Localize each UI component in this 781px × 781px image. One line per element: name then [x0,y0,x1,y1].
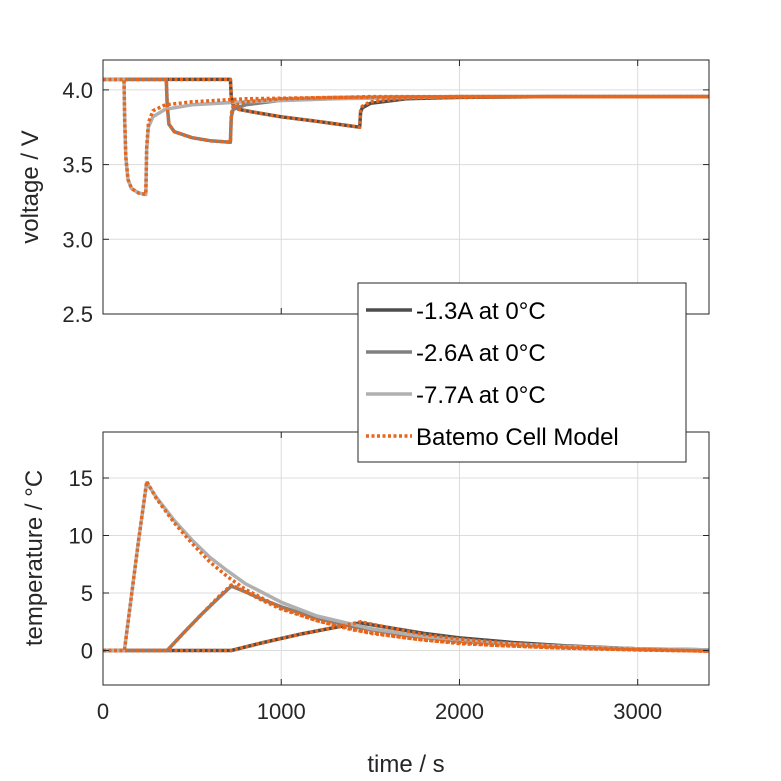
series-line-3 [103,479,709,653]
series-line-1 [103,77,709,144]
y-axis-label: temperature / °C [21,470,48,646]
y-tick-label: 3.5 [62,153,93,178]
x-tick-label: 3000 [613,699,662,724]
y-tick-label: 4.0 [62,78,93,103]
legend-label-2: -7.7A at 0°C [416,382,546,409]
y-tick-label: 5 [81,581,93,606]
x-axis-label: time / s [367,751,444,778]
temperature-plot: 0 1000 2000 3000 0 5 10 15 temperature / °C time … [21,431,710,778]
series-line-1 [103,584,709,653]
series-line-4 [103,583,709,653]
legend-label-1: -2.6A at 0°C [416,340,546,367]
series-line-3 [103,77,709,197]
series-line-4 [103,77,709,144]
x-tick-label: 1000 [257,699,306,724]
x-tick-label: 0 [97,699,109,724]
legend-label-3: Batemo Cell Model [416,424,619,451]
series-line-5 [103,620,709,653]
y-tick-label: 2.5 [62,302,93,327]
x-tick-label: 2000 [435,699,484,724]
voltage-plot: 2.5 3.0 3.5 4.0 voltage / V [17,59,710,327]
legend: -1.3A at 0°C -2.6A at 0°C -7.7A at 0°C Bate… [357,282,687,463]
y-tick-label: 10 [69,524,93,549]
y-tick-label: 0 [81,639,93,664]
legend-label-0: -1.3A at 0°C [416,298,546,325]
series-line-5 [103,77,709,129]
y-tick-label: 3.0 [62,227,93,252]
y-axis-label: voltage / V [17,130,44,243]
y-tick-label: 15 [69,466,93,491]
legend-box [357,282,687,463]
series-line-2 [103,480,709,653]
